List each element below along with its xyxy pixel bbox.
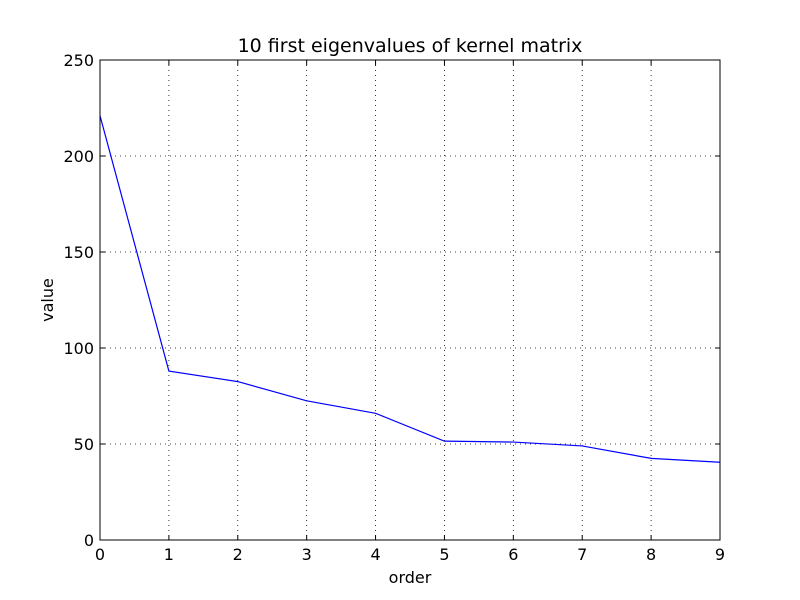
x-tick-label: 0 xyxy=(95,545,105,564)
y-tick-label: 200 xyxy=(63,147,94,166)
x-tick-label: 5 xyxy=(439,545,449,564)
y-axis-label: value xyxy=(38,278,57,322)
chart-title: 10 first eigenvalues of kernel matrix xyxy=(238,35,583,57)
x-tick-label: 1 xyxy=(164,545,174,564)
x-axis-label: order xyxy=(389,568,432,587)
y-tick-label: 50 xyxy=(74,435,94,454)
x-tick-label: 3 xyxy=(302,545,312,564)
x-tick-label: 7 xyxy=(577,545,587,564)
plot-area xyxy=(100,60,720,540)
x-tick-label: 4 xyxy=(370,545,380,564)
x-tick-label: 6 xyxy=(508,545,518,564)
y-tick-label: 250 xyxy=(63,51,94,70)
x-tick-label: 2 xyxy=(233,545,243,564)
x-tick-label: 9 xyxy=(715,545,725,564)
y-tick-label: 0 xyxy=(84,531,94,550)
eigenvalue-series-line xyxy=(99,115,721,463)
axis-ticks: 0 1 2 3 4 5 6 7 8 9 0 50 100 150 200 250 xyxy=(63,51,725,564)
y-tick-label: 100 xyxy=(63,339,94,358)
plot-frame xyxy=(99,59,721,541)
x-tick-label: 8 xyxy=(646,545,656,564)
series-layer xyxy=(99,115,721,463)
y-tick-label: 150 xyxy=(63,243,94,262)
